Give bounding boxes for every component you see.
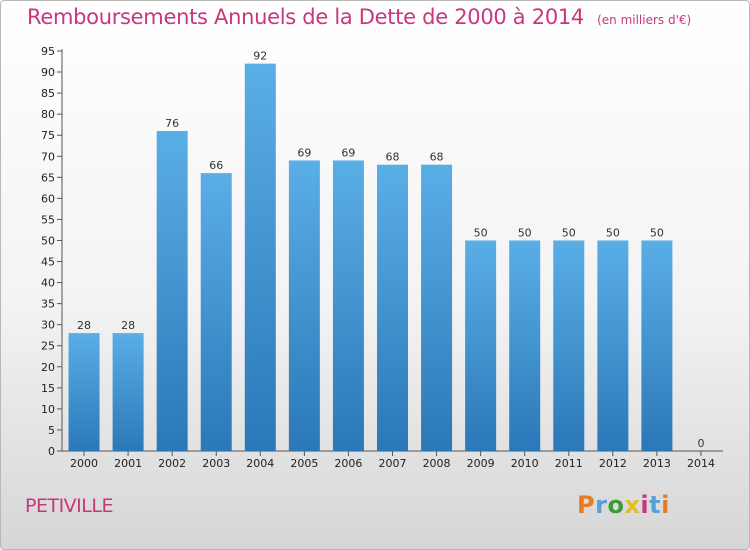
- bar: [332, 160, 364, 451]
- x-tick-label: 2000: [70, 457, 98, 470]
- y-tick-label: 30: [41, 319, 55, 332]
- x-tick-label: 2013: [643, 457, 671, 470]
- y-tick-label: 75: [41, 129, 55, 142]
- x-tick-label: 2001: [114, 457, 142, 470]
- data-label: 50: [562, 226, 576, 239]
- y-tick-label: 95: [41, 45, 55, 58]
- x-tick-label: 2012: [599, 457, 627, 470]
- logo-letter: o: [607, 491, 625, 519]
- data-label: 50: [474, 226, 488, 239]
- data-label: 50: [650, 226, 664, 239]
- labels: 0 5 10 15 20 25 30 35 40 45 50 55 60 65 70 75 80 85 90 95 20…: [41, 45, 715, 470]
- y-tick-label: 60: [41, 192, 55, 205]
- y-tick-label: 85: [41, 87, 55, 100]
- y-tick-label: 80: [41, 108, 55, 121]
- y-tick-label: 35: [41, 298, 55, 311]
- y-tick-label: 70: [41, 150, 55, 163]
- chart-subtitle: (en milliers d'€): [597, 13, 692, 27]
- data-label: 68: [386, 151, 400, 164]
- y-tick-label: 50: [41, 234, 55, 247]
- data-label: 69: [297, 146, 311, 159]
- x-tick-label: 2003: [202, 457, 230, 470]
- x-tick-label: 2011: [555, 457, 583, 470]
- data-label: 28: [77, 319, 91, 332]
- title-row: Remboursements Annuels de la Dette de 20…: [27, 5, 691, 29]
- chart-title: Remboursements Annuels de la Dette de 20…: [27, 5, 584, 29]
- y-tick-label: 55: [41, 213, 55, 226]
- bar: [288, 160, 320, 451]
- data-label: 68: [430, 151, 444, 164]
- x-tick-label: 2009: [467, 457, 495, 470]
- bar: [465, 240, 497, 451]
- data-label: 0: [697, 437, 704, 450]
- data-label: 76: [165, 117, 179, 130]
- bar: [641, 240, 673, 451]
- y-tick-label: 15: [41, 382, 55, 395]
- logo-letter: i: [661, 491, 670, 519]
- x-tick-label: 2006: [334, 457, 362, 470]
- data-label: 28: [121, 319, 135, 332]
- y-tick-label: 65: [41, 171, 55, 184]
- x-tick-label: 2014: [687, 457, 715, 470]
- bar: [112, 333, 144, 451]
- data-label: 66: [209, 159, 223, 172]
- logo-letter: r: [595, 491, 608, 519]
- logo-letter: P: [577, 491, 596, 519]
- bar: [156, 131, 188, 451]
- x-tick-label: 2004: [246, 457, 274, 470]
- logo-letter: t: [649, 491, 662, 519]
- x-tick-label: 2008: [423, 457, 451, 470]
- data-label: 69: [341, 146, 355, 159]
- bar: [509, 240, 541, 451]
- bar: [200, 173, 232, 451]
- bar: [597, 240, 629, 451]
- y-tick-label: 20: [41, 361, 55, 374]
- x-tick-label: 2005: [290, 457, 318, 470]
- bars: [68, 63, 673, 451]
- x-tick-label: 2010: [511, 457, 539, 470]
- proxiti-logo: Proxiti: [577, 491, 670, 519]
- y-tick-label: 45: [41, 256, 55, 269]
- y-tick-label: 10: [41, 403, 55, 416]
- data-label: 92: [253, 50, 267, 63]
- data-label: 50: [606, 226, 620, 239]
- y-tick-label: 0: [48, 445, 55, 458]
- y-tick-label: 90: [41, 66, 55, 79]
- bar: [421, 164, 453, 451]
- bar: [68, 333, 100, 451]
- bar: [553, 240, 585, 451]
- commune-name: PETIVILLE: [25, 495, 113, 517]
- bar: [244, 63, 276, 451]
- x-tick-label: 2002: [158, 457, 186, 470]
- x-tick-label: 2007: [379, 457, 407, 470]
- logo-letter: i: [640, 491, 650, 519]
- y-tick-label: 40: [41, 277, 55, 290]
- bar: [377, 164, 408, 451]
- y-tick-label: 25: [41, 340, 55, 353]
- logo-letter: x: [624, 491, 641, 519]
- data-label: 50: [518, 226, 532, 239]
- y-tick-label: 5: [48, 424, 55, 437]
